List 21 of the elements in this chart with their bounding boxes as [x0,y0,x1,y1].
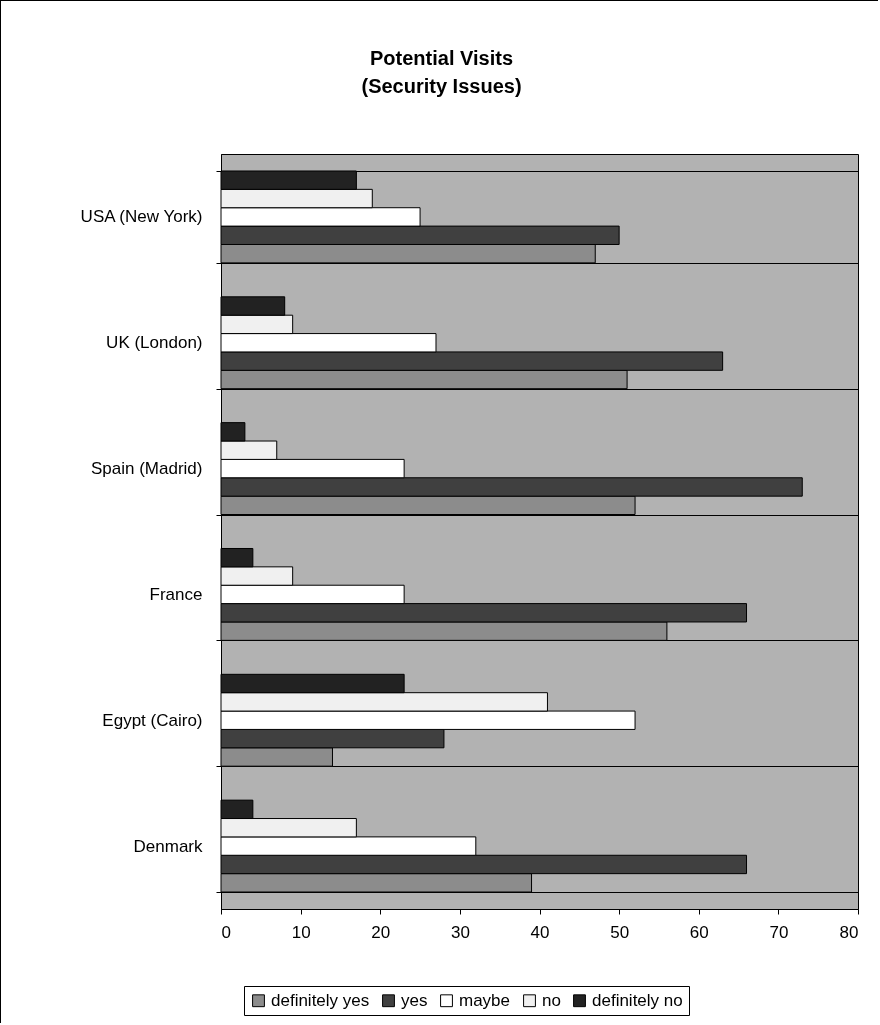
legend-label: definitely yes [271,990,370,1010]
y-tick-label: UK (London) [106,333,203,353]
x-tick-label: 20 [371,922,391,942]
x-tick-label: 0 [221,922,231,942]
legend-label: no [542,990,561,1010]
x-tick-label: 70 [769,922,789,942]
y-tick-label: USA (New York) [80,207,203,227]
x-tick-label: 10 [291,922,311,942]
y-tick-label: Denmark [133,836,203,856]
chart-title: Potential Visits (Security Issues) [361,47,522,97]
legend-label: definitely no [592,990,683,1010]
x-tick-label: 30 [450,922,470,942]
x-tick-label: 80 [839,922,859,942]
x-tick-label: 40 [530,922,550,942]
legend-label: yes [401,990,428,1010]
y-tick-label: France [149,584,203,604]
y-tick-label: Egypt (Cairo) [102,710,203,730]
x-tick-label: 50 [610,922,630,942]
x-tick-label: 60 [689,922,709,942]
y-tick-label: Spain (Madrid) [91,459,203,479]
legend-label: maybe [459,990,511,1010]
